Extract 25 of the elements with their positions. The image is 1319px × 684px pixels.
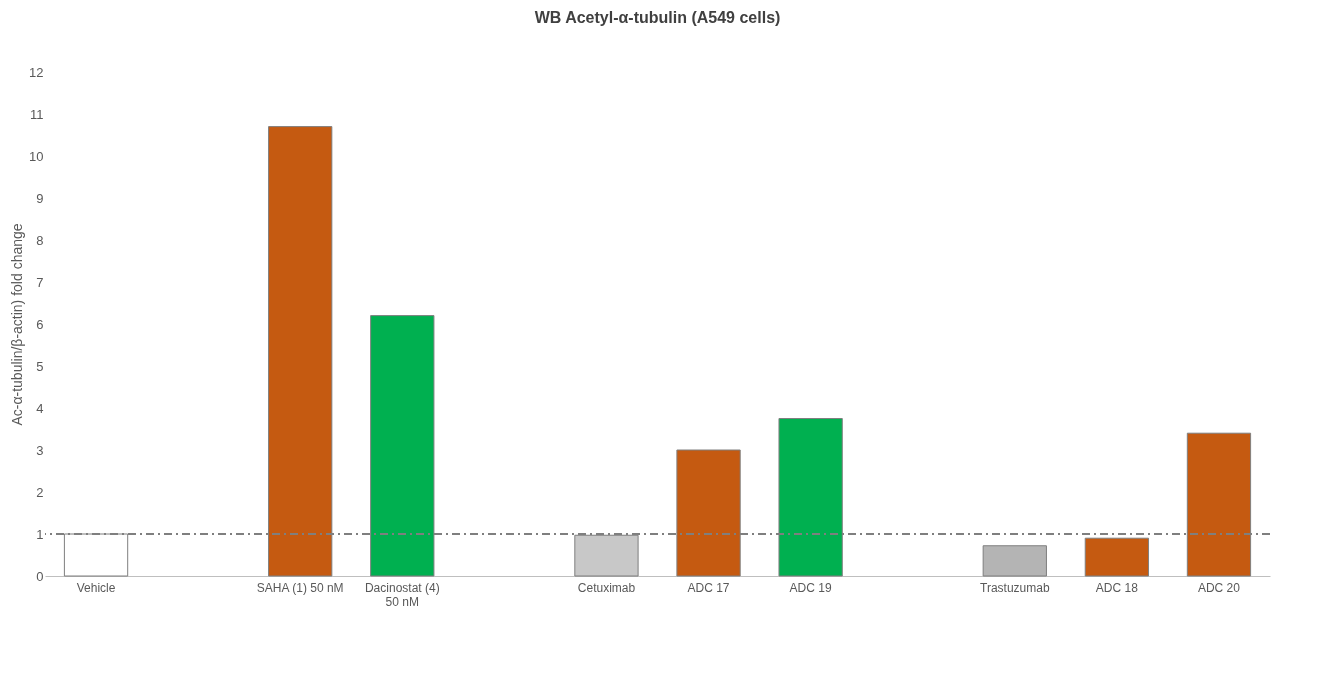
- y-tick-label: 9: [36, 190, 44, 206]
- x-tick-label: ADC 20: [1197, 580, 1241, 595]
- x-tick-label: Cetuximab: [577, 580, 636, 595]
- y-tick-label: 6: [36, 316, 44, 332]
- y-tick-label: 5: [36, 358, 44, 374]
- y-tick-label: 3: [36, 442, 44, 458]
- bar: [1084, 537, 1150, 577]
- y-axis-title: Ac-α-tubulin/β-actin) fold change: [9, 223, 26, 426]
- y-tick-label: 11: [30, 106, 44, 122]
- x-tick-label: Dacinostat (4) 50 nM: [364, 580, 440, 609]
- y-tick-label: 2: [36, 484, 44, 500]
- y-tick-label: 7: [36, 274, 44, 290]
- x-tick-label: Vehicle: [76, 580, 116, 595]
- x-tick-label: ADC 19: [789, 580, 832, 595]
- x-tick-label: SAHA (1) 50 nM: [256, 580, 344, 595]
- y-tick-label: 12: [29, 64, 44, 80]
- y-tick-label: 4: [36, 400, 44, 416]
- y-tick-label: 0: [36, 568, 44, 584]
- x-tick-label: ADC 17: [687, 580, 730, 595]
- y-tick-label: 10: [29, 148, 44, 164]
- x-tick-label: ADC 18: [1095, 580, 1139, 595]
- x-tick-label: Trastuzumab: [979, 580, 1050, 595]
- chart-title: WB Acetyl-α-tubulin (A549 cells): [534, 9, 781, 26]
- y-tick-label: 1: [36, 526, 44, 542]
- y-tick-label: 8: [36, 232, 44, 248]
